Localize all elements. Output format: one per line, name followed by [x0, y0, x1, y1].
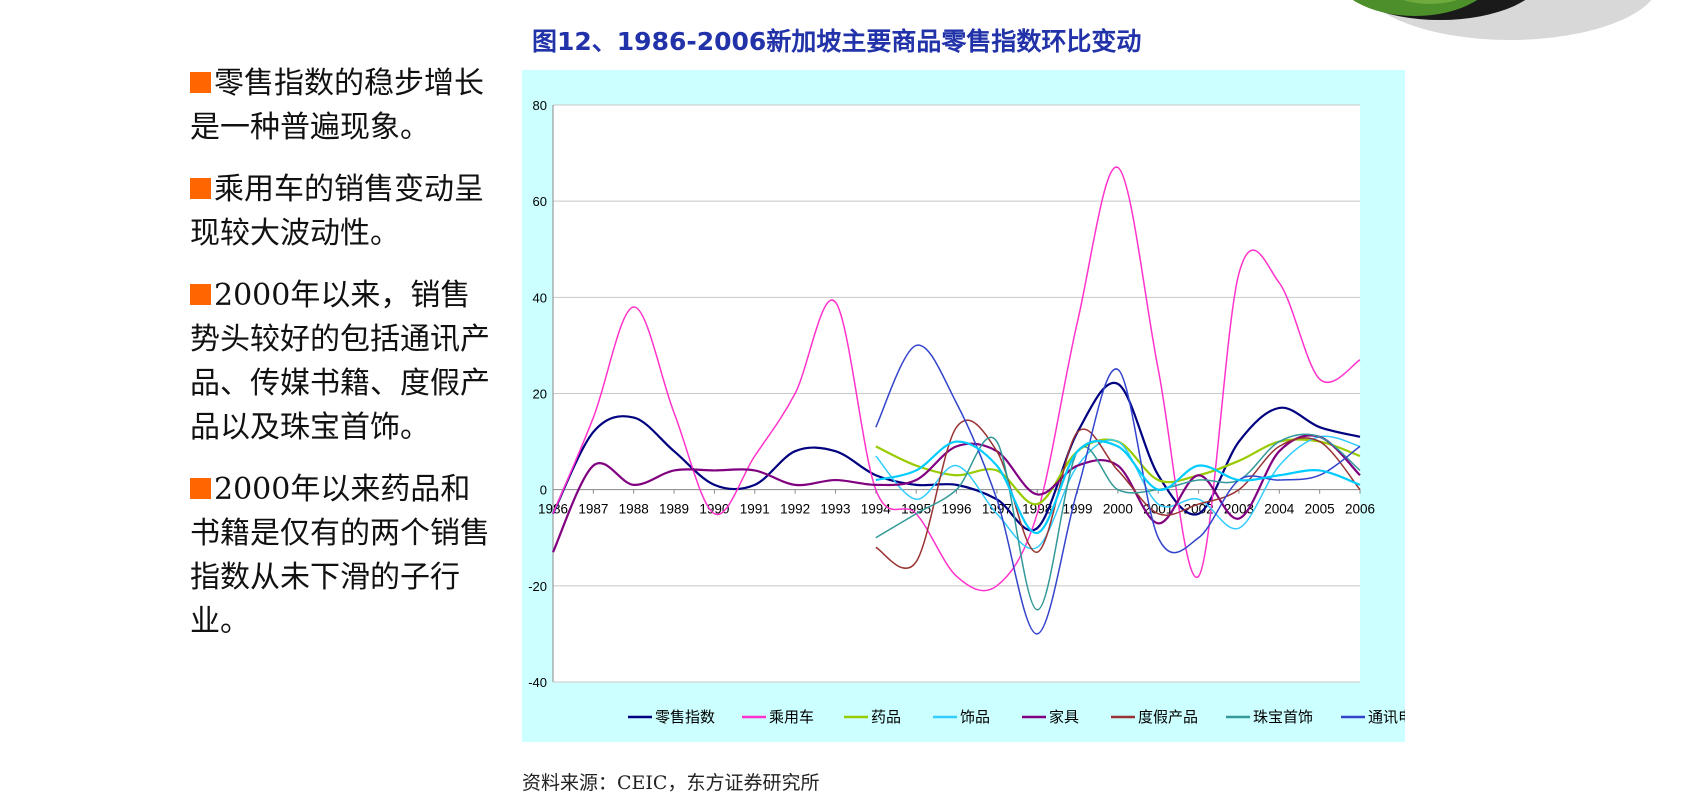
x-tick-label: 1996: [941, 502, 971, 517]
bullet-item: 乘用车的销售变动呈现较大波动性。: [190, 168, 490, 256]
x-tick-label: 1989: [659, 502, 689, 517]
y-tick-label: -20: [528, 579, 547, 594]
series-line: [875, 433, 1361, 611]
y-tick-label: 80: [533, 98, 547, 113]
orange-square-icon: [190, 478, 211, 499]
orange-square-icon: [190, 284, 211, 305]
corner-globe-decoration: [1352, 0, 1652, 40]
y-tick-label: 0: [540, 483, 547, 498]
x-tick-label: 1994: [861, 502, 892, 517]
bullet-text: 乘用车的销售变动呈现较大波动性。: [190, 172, 484, 251]
legend-entry: 度假产品: [1138, 708, 1198, 726]
legend-entry: 乘用车: [769, 708, 814, 726]
bullet-item: 2000年以来药品和书籍是仅有的两个销售指数从未下滑的子行业。: [190, 468, 490, 644]
x-tick-label: 1998: [1022, 502, 1052, 517]
bullet-item: 零售指数的稳步增长是一种普遍现象。: [190, 62, 490, 150]
legend-entry: 通讯电脑: [1368, 708, 1405, 726]
x-tick-label: 1987: [578, 502, 608, 517]
x-tick-label: 1993: [820, 502, 850, 517]
x-tick-label: 2006: [1345, 502, 1375, 517]
x-tick-label: 1991: [740, 502, 770, 517]
series-line: [552, 434, 1361, 553]
series-line: [552, 166, 1361, 592]
x-tick-label: 1986: [538, 502, 568, 517]
legend-entry: 家具: [1049, 708, 1079, 726]
bullet-text: 2000年以来，销售势头较好的包括通讯产品、传媒书籍、度假产品以及珠宝首饰。: [190, 278, 490, 445]
x-tick-label: 2005: [1305, 502, 1335, 517]
x-tick-label: 2000: [1103, 502, 1133, 517]
source-note: 资料来源：CEIC，东方证券研究所: [522, 772, 820, 794]
series-line: [875, 419, 1361, 570]
legend-entry: 药品: [871, 708, 901, 726]
y-tick-label: 20: [533, 387, 547, 402]
orange-square-icon: [190, 178, 211, 199]
x-tick-label: 1992: [780, 502, 810, 517]
y-tick-label: -40: [528, 675, 547, 690]
bullet-item: 2000年以来，销售势头较好的包括通讯产品、传媒书籍、度假产品以及珠宝首饰。: [190, 274, 490, 450]
series-line: [875, 439, 1361, 535]
legend-entry: 珠宝首饰: [1253, 708, 1313, 726]
bullet-list: 零售指数的稳步增长是一种普遍现象。 乘用车的销售变动呈现较大波动性。 2000年…: [190, 62, 490, 662]
legend-entry: 饰品: [960, 708, 990, 726]
bullet-text: 2000年以来药品和书籍是仅有的两个销售指数从未下滑的子行业。: [190, 472, 490, 639]
bullet-text: 零售指数的稳步增长是一种普遍现象。: [190, 66, 484, 145]
series-line: [552, 381, 1361, 532]
series-line: [875, 435, 1361, 550]
orange-square-icon: [190, 72, 211, 93]
chart-title: 图12、1986-2006新加坡主要商品零售指数环比变动: [532, 27, 1142, 56]
y-tick-label: 60: [533, 194, 547, 209]
x-tick-label: 1999: [1063, 502, 1093, 517]
legend-entry: 零售指数: [655, 708, 715, 726]
series-line: [875, 344, 1361, 635]
x-tick-label: 1995: [901, 502, 931, 517]
x-tick-label: 2004: [1264, 502, 1295, 517]
y-tick-label: 40: [533, 290, 547, 305]
x-tick-label: 1988: [619, 502, 649, 517]
